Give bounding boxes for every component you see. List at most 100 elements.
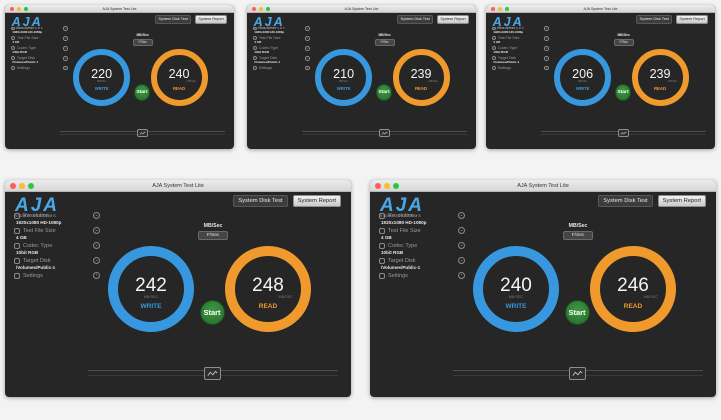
sidebar-item-resolution[interactable]: Resolution ⌄ bbox=[14, 211, 100, 220]
chevron-down-icon[interactable]: ⌄ bbox=[305, 35, 310, 41]
window-min-button[interactable] bbox=[497, 6, 502, 11]
graph-icon[interactable] bbox=[569, 367, 586, 380]
settings-sidebar: Resolution ⌄ 1920x1080 HD-1080p Test File S… bbox=[10, 26, 68, 72]
chevron-down-icon[interactable]: ⌄ bbox=[63, 35, 68, 41]
chevron-down-icon[interactable]: ⌄ bbox=[93, 227, 100, 234]
chevron-down-icon[interactable]: ⌄ bbox=[305, 55, 310, 61]
target-disk-icon bbox=[491, 56, 496, 61]
start-button[interactable]: Start bbox=[564, 299, 590, 325]
system-report-button[interactable]: System Report bbox=[657, 195, 706, 207]
sidebar-item-resolution[interactable]: Resolution ⌄ bbox=[252, 26, 310, 32]
chevron-down-icon[interactable]: ⌄ bbox=[544, 26, 549, 31]
logo-subtitle: VIDEO SYSTEMS bbox=[15, 214, 57, 218]
chevron-down-icon[interactable]: ⌄ bbox=[305, 26, 310, 31]
system-report-button[interactable]: System Report bbox=[194, 14, 228, 24]
sidebar-item-target-disk[interactable]: Target Disk ⌄ bbox=[252, 55, 310, 61]
window-close-button[interactable] bbox=[491, 6, 495, 11]
chevron-down-icon[interactable]: ⌄ bbox=[63, 55, 68, 61]
window-min-button[interactable] bbox=[258, 6, 263, 11]
sidebar-item-file-size[interactable]: Test File Size ⌄ bbox=[379, 226, 465, 235]
sidebar-item-file-size[interactable]: Test File Size ⌄ bbox=[14, 226, 100, 235]
start-button[interactable]: Start bbox=[375, 84, 393, 101]
unit-toggle-button[interactable]: F/Sec bbox=[198, 231, 228, 240]
sidebar-item-file-size[interactable]: Test File Size ⌄ bbox=[252, 35, 310, 41]
start-button[interactable]: Start bbox=[133, 84, 151, 101]
unit-toggle-button[interactable]: F/Sec bbox=[132, 38, 153, 47]
system-report-button[interactable]: System Report bbox=[675, 14, 709, 24]
window-close-button[interactable] bbox=[10, 6, 14, 11]
sidebar-item-file-size[interactable]: Test File Size ⌄ bbox=[10, 35, 68, 41]
sidebar-item-target-disk[interactable]: Target Disk ⌄ bbox=[10, 55, 68, 61]
window-close-button[interactable] bbox=[252, 6, 256, 11]
window-max-button[interactable] bbox=[265, 6, 270, 11]
graph-icon[interactable] bbox=[378, 128, 390, 138]
chevron-down-icon[interactable]: ⌄ bbox=[93, 242, 100, 249]
chevron-right-icon[interactable]: › bbox=[93, 272, 100, 279]
window-min-button[interactable] bbox=[19, 182, 25, 189]
window-close-button[interactable] bbox=[375, 182, 381, 189]
chevron-right-icon[interactable]: › bbox=[63, 65, 68, 71]
sidebar-item-settings[interactable]: Settings › bbox=[491, 65, 549, 71]
window-max-button[interactable] bbox=[23, 6, 28, 11]
chevron-down-icon[interactable]: ⌄ bbox=[63, 45, 68, 51]
window-controls bbox=[491, 6, 509, 11]
sidebar-item-settings[interactable]: Settings › bbox=[14, 271, 100, 280]
system-disk-test-button[interactable]: System Disk Test bbox=[233, 195, 288, 207]
start-button[interactable]: Start bbox=[614, 84, 632, 101]
window-close-button[interactable] bbox=[10, 182, 16, 189]
system-disk-test-button[interactable]: System Disk Test bbox=[598, 195, 653, 207]
window-max-button[interactable] bbox=[393, 182, 399, 189]
chevron-down-icon[interactable]: ⌄ bbox=[305, 45, 310, 51]
sidebar-item-resolution[interactable]: Resolution ⌄ bbox=[379, 211, 465, 220]
read-unit: MB/SEC bbox=[186, 80, 197, 84]
chevron-down-icon[interactable]: ⌄ bbox=[544, 35, 549, 41]
graph-icon[interactable] bbox=[617, 128, 629, 138]
sidebar-item-settings[interactable]: Settings › bbox=[10, 65, 68, 71]
chevron-right-icon[interactable]: › bbox=[544, 65, 549, 71]
chevron-down-icon[interactable]: ⌄ bbox=[544, 55, 549, 61]
system-disk-test-button[interactable]: System Disk Test bbox=[396, 14, 434, 24]
chevron-down-icon[interactable]: ⌄ bbox=[458, 212, 465, 219]
chevron-down-icon[interactable]: ⌄ bbox=[458, 227, 465, 234]
sidebar-item-codec[interactable]: Codec Type ⌄ bbox=[252, 45, 310, 51]
system-report-button[interactable]: System Report bbox=[436, 14, 470, 24]
sidebar-item-resolution[interactable]: Resolution ⌄ bbox=[10, 26, 68, 32]
chevron-down-icon[interactable]: ⌄ bbox=[544, 45, 549, 51]
system-disk-test-button[interactable]: System Disk Test bbox=[635, 14, 673, 24]
sidebar-item-value: 4 GB bbox=[493, 40, 501, 45]
graph-icon[interactable] bbox=[204, 367, 221, 380]
unit-toggle-button[interactable]: F/Sec bbox=[374, 38, 395, 47]
write-value: 220 bbox=[91, 66, 113, 81]
chevron-down-icon[interactable]: ⌄ bbox=[458, 242, 465, 249]
system-report-button[interactable]: System Report bbox=[292, 195, 341, 207]
start-button[interactable]: Start bbox=[199, 299, 225, 325]
chevron-down-icon[interactable]: ⌄ bbox=[63, 26, 68, 31]
sidebar-item-label: Resolution bbox=[23, 212, 49, 219]
sidebar-item-codec[interactable]: Codec Type ⌄ bbox=[10, 45, 68, 51]
sidebar-item-settings[interactable]: Settings › bbox=[379, 271, 465, 280]
system-disk-test-button[interactable]: System Disk Test bbox=[154, 14, 192, 24]
chevron-down-icon[interactable]: ⌄ bbox=[93, 212, 100, 219]
graph-icon[interactable] bbox=[136, 128, 148, 138]
unit-toggle-button[interactable]: F/Sec bbox=[563, 231, 593, 240]
window-min-button[interactable] bbox=[16, 6, 21, 11]
window-max-button[interactable] bbox=[28, 182, 34, 189]
sidebar-item-settings[interactable]: Settings › bbox=[252, 65, 310, 71]
chevron-down-icon[interactable]: ⌄ bbox=[458, 257, 465, 264]
chevron-right-icon[interactable]: › bbox=[305, 65, 310, 71]
sidebar-item-label: Settings bbox=[388, 272, 408, 279]
sidebar-item-file-size[interactable]: Test File Size ⌄ bbox=[491, 35, 549, 41]
chevron-right-icon[interactable]: › bbox=[458, 272, 465, 279]
sidebar-item-target-disk[interactable]: Target Disk ⌄ bbox=[379, 256, 465, 265]
chevron-down-icon[interactable]: ⌄ bbox=[93, 257, 100, 264]
window-min-button[interactable] bbox=[384, 182, 390, 189]
sidebar-item-codec[interactable]: Codec Type ⌄ bbox=[379, 241, 465, 250]
sidebar-item-codec[interactable]: Codec Type ⌄ bbox=[14, 241, 100, 250]
sidebar-item-target-disk[interactable]: Target Disk ⌄ bbox=[491, 55, 549, 61]
sidebar-item-codec[interactable]: Codec Type ⌄ bbox=[491, 45, 549, 51]
window-max-button[interactable] bbox=[504, 6, 509, 11]
sidebar-item-resolution[interactable]: Resolution ⌄ bbox=[491, 26, 549, 32]
sidebar-item-target-disk[interactable]: Target Disk ⌄ bbox=[14, 256, 100, 265]
unit-toggle-button[interactable]: F/Sec bbox=[613, 38, 634, 47]
aja-logo: AJA VIDEO SYSTEMS bbox=[12, 15, 44, 31]
